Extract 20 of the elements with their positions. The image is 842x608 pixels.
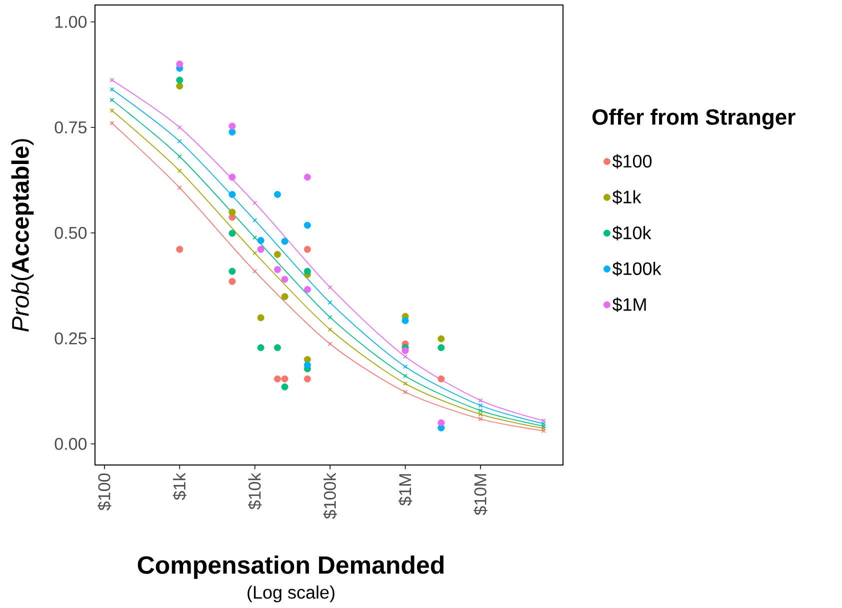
legend-label: $10k	[612, 226, 652, 240]
x-tick-label: $1M	[398, 474, 412, 506]
x-tick-label: $1k	[172, 472, 187, 500]
legend-label: $100k	[612, 262, 662, 276]
legend-label: $1M	[612, 297, 646, 312]
y-axis-title: Prob(Acceptable)	[11, 139, 34, 332]
x-axis-title: Compensation Demanded	[138, 556, 444, 579]
text: (Log scale)	[248, 586, 334, 602]
x-tick-label: $100k	[323, 472, 337, 519]
legend-label: $100	[612, 154, 652, 169]
x-tick-label: $10M	[474, 474, 488, 516]
x-tick-label: $100	[98, 473, 112, 510]
legend-title: Offer from Stranger	[592, 108, 796, 130]
y-tick-label: 0.50	[54, 226, 87, 239]
legend-label: $1k	[612, 190, 642, 204]
y-tick-label: 0.00	[54, 438, 87, 450]
x-tick-label: $10k	[248, 472, 262, 510]
y-tick-label: 0.75	[54, 121, 87, 134]
y-tick-label: 1.00	[55, 16, 87, 28]
y-tick-label: 0.25	[54, 332, 87, 344]
